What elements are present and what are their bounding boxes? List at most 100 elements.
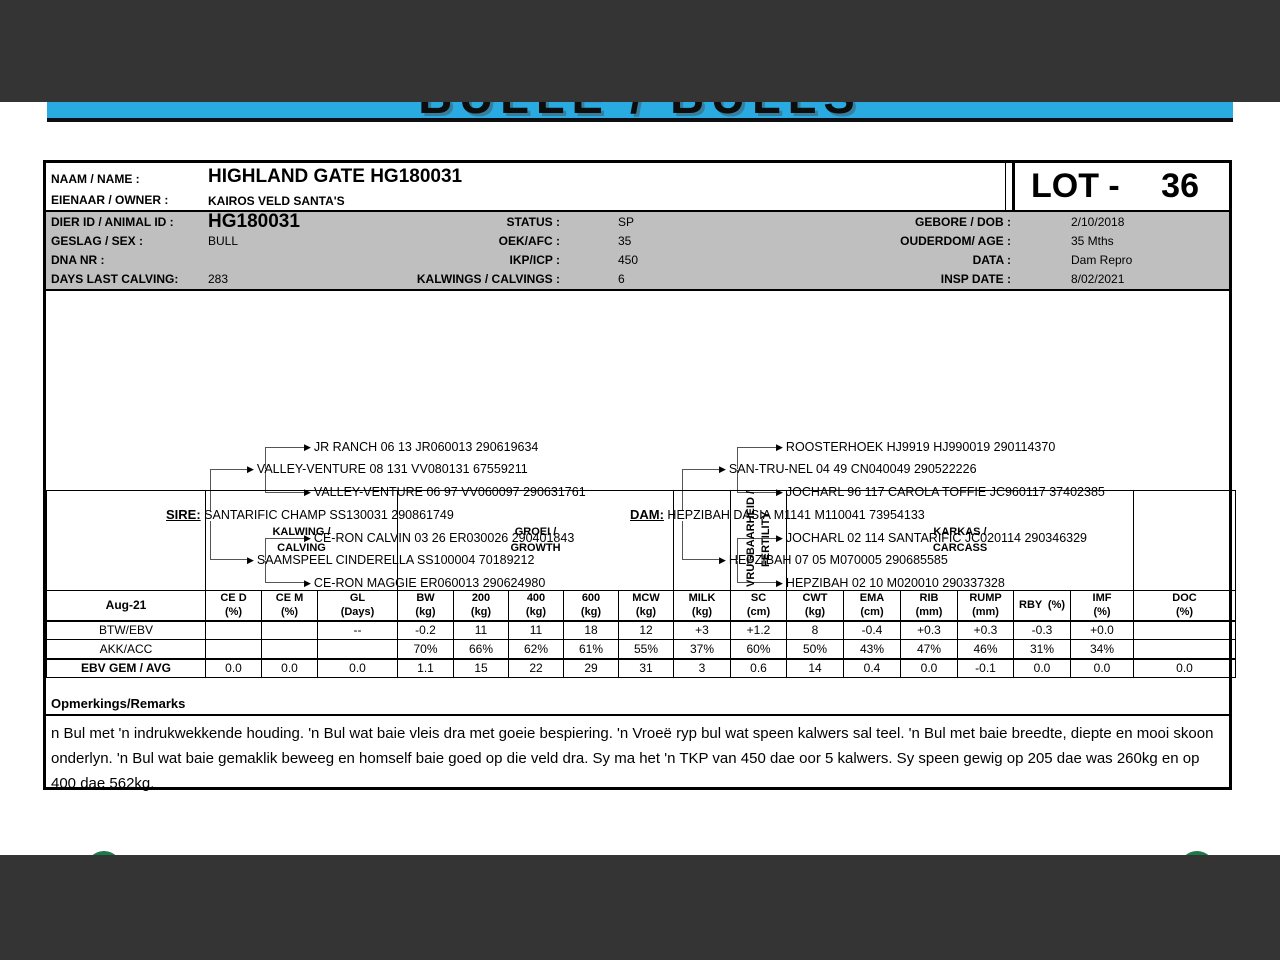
group-fertility: VRUGBAARHEID / FERTILITY [730, 490, 788, 591]
cell: 0.6 [730, 657, 788, 679]
cell: 0.0 [1013, 657, 1072, 679]
data-value: Dam Repro [1071, 252, 1133, 267]
lot-box: LOT - 36 [1005, 163, 1229, 210]
afc-value: 35 [618, 234, 632, 249]
col-sc: SC (cm) [730, 589, 788, 622]
table-date-label: Aug-21 [46, 589, 206, 622]
row-label: EBV GEM / AVG [46, 657, 206, 679]
info-row: DNA NR : IKP/ICP : 450 DATA : Dam Repro [46, 251, 1229, 270]
cell: 62% [508, 639, 564, 660]
pedigree-name: VALLEY-VENTURE 08 131 VV080131 67559211 [256, 462, 528, 476]
sex-value: BULL [208, 234, 239, 249]
cell: 60% [730, 639, 788, 660]
arrow-icon: ▶ [719, 464, 726, 474]
lot-box-inner: LOT - 36 [1012, 163, 1229, 210]
col-ema: EMA (cm) [843, 589, 902, 622]
pedigree-sire-grandsire: ▶ JR RANCH 06 13 JR060013 290619634 [304, 440, 538, 456]
viewer-bottom-bar [0, 855, 1280, 960]
cell: 0.4 [843, 657, 902, 679]
col-doc: DOC (%) [1133, 589, 1237, 622]
col-gl: GL (Days) [317, 589, 398, 622]
col-rump: RUMP (mm) [957, 589, 1015, 622]
cell: 8 [786, 620, 845, 641]
cell [317, 639, 398, 660]
icp-value: 450 [618, 252, 639, 267]
status-value: SP [618, 215, 635, 230]
dob-value: 2/10/2018 [1071, 215, 1125, 230]
cell: -- [317, 620, 398, 641]
cell: 15 [453, 657, 509, 679]
owner-name: KAIROS VELD SANTA'S [208, 194, 345, 208]
pedigree-dam-sire: ▶ SAN-TRU-NEL 04 49 CN040049 290522226 [719, 462, 977, 478]
cell: 31 [617, 657, 675, 679]
remarks-text: n Bul met 'n indrukwekkende houding. 'n … [51, 725, 1214, 792]
cell: 22 [508, 657, 564, 679]
col-cem: CE M (%) [261, 589, 318, 622]
insp-date-value: 8/02/2021 [1071, 271, 1125, 286]
col-milk: MILK (kg) [673, 589, 732, 622]
pedigree-name: JR RANCH 06 13 JR060013 290619634 [313, 440, 539, 454]
arrow-icon: ▶ [304, 442, 311, 452]
cell: 37% [673, 639, 732, 660]
info-row: DAYS LAST CALVING: 283 KALWINGS / CALVIN… [46, 269, 1229, 288]
sex-label: GESLAG / SEX : [51, 234, 144, 249]
days-last-calving-value: 283 [208, 271, 229, 286]
col-imf: IMF (%) [1070, 589, 1135, 622]
afc-label: OEK/AFC : [498, 234, 560, 249]
cell: 0.0 [900, 657, 959, 679]
cell: +0.0 [1070, 620, 1135, 641]
ebv-table: KALWING / CALVING GROEI / GROWTH VRUGBAARH… [46, 490, 1237, 679]
info-row: GESLAG / SEX : BULL OEK/AFC : 35 OUDERDO… [46, 232, 1229, 251]
days-last-calving-label: DAYS LAST CALVING: [51, 271, 179, 286]
cell: 1.1 [397, 657, 454, 679]
table-group-header-row: KALWING / CALVING GROEI / GROWTH VRUGBAARH… [46, 490, 1237, 591]
lot-label: LOT - [1031, 167, 1120, 205]
age-label: OUDERDOM/ AGE : [900, 234, 1011, 249]
cell: 3 [673, 657, 732, 679]
info-row: DIER ID / ANIMAL ID : HG180031 STATUS : … [46, 211, 1229, 232]
cell: -0.2 [397, 620, 454, 641]
age-value: 35 Mths [1071, 234, 1114, 249]
cell: -0.4 [843, 620, 902, 641]
group-growth: GROEI / GROWTH [396, 490, 675, 591]
col-mcw: MCW (kg) [617, 589, 675, 622]
cell [1133, 639, 1237, 660]
cell [205, 620, 262, 641]
col-cwt: CWT (kg) [786, 589, 845, 622]
cell: 11 [453, 620, 509, 641]
status-label: STATUS : [506, 215, 560, 230]
cell: 0.0 [1070, 657, 1135, 679]
group-calving: KALWING / CALVING [205, 490, 398, 591]
insp-date-label: INSP DATE : [940, 271, 1011, 286]
table-column-header-row: Aug-21 CE D (%) CE M (%) GL (Days) BW (kg) 2… [46, 589, 1237, 622]
cell: 55% [617, 639, 675, 660]
cell: 0.0 [205, 657, 262, 679]
cell [205, 639, 262, 660]
pedigree-connector [265, 447, 304, 469]
cell: 11 [508, 620, 564, 641]
group-blank-cell [1133, 490, 1237, 591]
col-rby: RBY (%) [1013, 589, 1072, 622]
lot-number: 36 [1161, 167, 1199, 205]
cell: +0.3 [957, 620, 1015, 641]
remarks-header: Opmerkings/Remarks [46, 680, 1229, 716]
lot-card: NAAM / NAME : HIGHLAND GATE HG180031 EIE… [43, 160, 1237, 792]
dob-label: GEBORE / DOB : [914, 215, 1011, 230]
arrow-icon: ▶ [247, 464, 254, 474]
calvings-label: KALWINGS / CALVINGS : [416, 271, 560, 286]
cell: 43% [843, 639, 902, 660]
cell [261, 620, 318, 641]
cell: 0.0 [261, 657, 318, 679]
pedigree-connector [737, 447, 776, 469]
group-carcass: KARKAS / CARCASS [786, 490, 1135, 591]
cell: 0.0 [317, 657, 398, 679]
cell: 29 [563, 657, 619, 679]
pedigree-sire-sire: ▶ VALLEY-VENTURE 08 131 VV080131 67559211 [247, 462, 528, 478]
cell [261, 639, 318, 660]
arrow-icon: ▶ [776, 442, 783, 452]
cell: 61% [563, 639, 619, 660]
cell: 14 [786, 657, 845, 679]
viewer-top-bar [0, 0, 1280, 102]
cell [1133, 620, 1237, 641]
cell: 70% [397, 639, 454, 660]
